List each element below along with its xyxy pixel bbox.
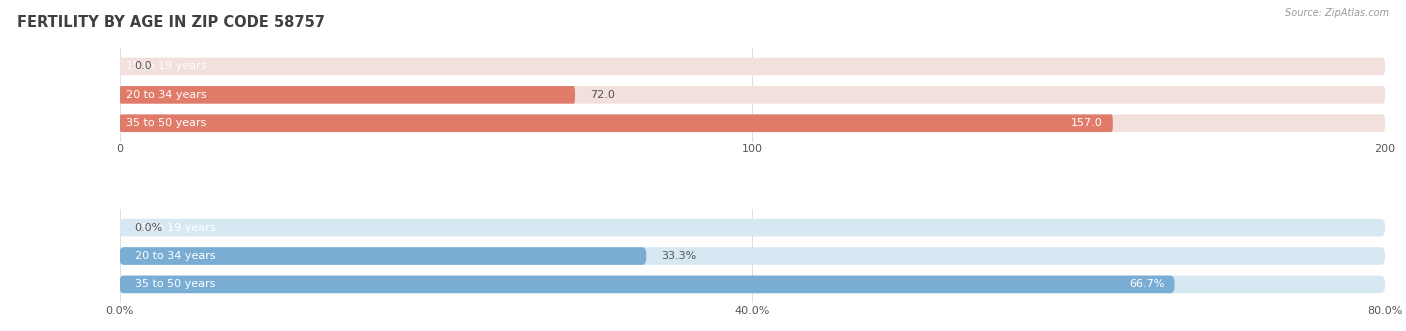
Text: 33.3%: 33.3% — [661, 251, 696, 261]
FancyBboxPatch shape — [120, 86, 1385, 104]
Text: 15 to 19 years: 15 to 19 years — [127, 62, 207, 71]
Text: 157.0: 157.0 — [1071, 118, 1102, 128]
Text: 35 to 50 years: 35 to 50 years — [127, 118, 207, 128]
FancyBboxPatch shape — [120, 247, 647, 265]
FancyBboxPatch shape — [120, 276, 1174, 293]
FancyBboxPatch shape — [120, 276, 1385, 293]
FancyBboxPatch shape — [120, 58, 1385, 75]
Text: 72.0: 72.0 — [591, 90, 614, 100]
Text: 20 to 34 years: 20 to 34 years — [127, 90, 207, 100]
FancyBboxPatch shape — [120, 86, 575, 104]
Text: 66.7%: 66.7% — [1129, 279, 1164, 289]
Text: FERTILITY BY AGE IN ZIP CODE 58757: FERTILITY BY AGE IN ZIP CODE 58757 — [17, 15, 325, 30]
Text: 15 to 19 years: 15 to 19 years — [135, 223, 217, 233]
FancyBboxPatch shape — [120, 219, 1385, 236]
FancyBboxPatch shape — [120, 115, 1385, 132]
Text: 0.0%: 0.0% — [135, 223, 163, 233]
Text: Source: ZipAtlas.com: Source: ZipAtlas.com — [1285, 8, 1389, 18]
Text: 0.0: 0.0 — [135, 62, 152, 71]
Text: 20 to 34 years: 20 to 34 years — [135, 251, 217, 261]
FancyBboxPatch shape — [120, 115, 1114, 132]
FancyBboxPatch shape — [120, 247, 1385, 265]
Text: 35 to 50 years: 35 to 50 years — [135, 279, 215, 289]
